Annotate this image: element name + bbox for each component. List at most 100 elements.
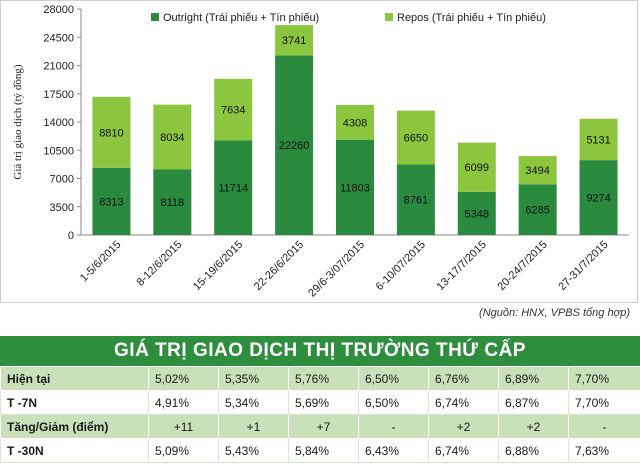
table-row: Tăng/Giảm (điểm) +11 +1 +7- +2 +2- [0,414,640,439]
bar-repos-1 [92,96,131,168]
bar-outright-2 [153,169,192,235]
y-tick-label: 14000 [43,117,74,129]
data-label-repos-4: 3741 [282,35,306,47]
data-label-repos-9: 5131 [586,134,610,146]
table-cell: 6,50% [358,390,429,415]
data-label-repos-5: 4308 [343,117,367,129]
row-label: Tăng/Giảm (điểm) [0,414,149,439]
table-row: T -30N 5,09% 5,43% 5,84% 6,43% 6,74% 6,88% 7,63… [0,438,640,463]
bar-repos-4 [275,25,314,56]
x-tick-label: 6-10/07/2015 [374,239,428,293]
table-row: T -7N 4,91% 5,34% 5,69% 6,50% 6,74% 6,87% 7,70% [0,390,640,415]
table-cell: 7,70% [568,366,640,391]
bar-repos-2 [153,104,192,170]
y-tick-label: 24500 [43,32,74,44]
data-label-repos-1: 8810 [99,127,123,139]
y-tick-label: 10500 [43,145,74,157]
table-cell: 5,02% [148,366,219,391]
table-cell: 5,69% [288,390,359,415]
row-label: T -7N [0,390,149,415]
table-cell: +11 [148,414,219,439]
table-cell: 5,76% [288,366,359,391]
bar-outright-5 [336,139,374,235]
y-tick-label: 7000 [50,174,74,186]
table-cell: 5,09% [148,438,219,463]
table-cell: 5,43% [218,438,289,463]
x-tick-label: 29/6-3/07/2015 [306,239,367,300]
row-label: Hiện tại [0,366,149,391]
legend-label-2: Repos (Trái phiếu + Tín phiếu) [397,12,546,24]
data-label-outright-7: 5348 [465,208,489,220]
x-tick-label: 27-31/7/2015 [556,239,610,293]
table-cell: 6,43% [358,438,429,463]
y-axis-title: Giá trị giao dịch (tỷ đồng) [12,64,24,180]
bar-outright-4 [275,55,314,235]
bar-outright-6 [396,164,435,235]
table-cell: 6,74% [428,390,499,415]
table-cell: 5,34% [218,390,289,415]
legend-swatch-1 [151,13,159,21]
table-cell: 5,35% [218,366,289,391]
table-cell: - [568,414,640,439]
secondary-market-table: GIÁ TRỊ GIAO DỊCH THỊ TRƯỜNG THỨ CẤP Hiệ… [0,336,640,463]
x-tick-label: 1-5/6/2015 [78,239,124,285]
x-tick-label: 22-26/6/2015 [252,239,306,293]
bar-outright-3 [214,140,253,235]
table-cell: 6,76% [428,366,499,391]
data-label-repos-6: 6650 [404,132,428,144]
rates-table: Hiện tại 5,02% 5,35% 5,76% 6,50% 6,76% 6,89% 7,… [0,366,640,463]
bar-repos-3 [214,78,253,141]
data-label-repos-2: 8034 [160,132,184,144]
y-tick-label: 28000 [43,4,74,16]
legend-swatch-2 [385,13,393,21]
bar-outright-1 [92,167,131,235]
table-row: Hiện tại 5,02% 5,35% 5,76% 6,50% 6,76% 6,89% 7,… [0,366,640,391]
stacked-bar-chart: 0 3500 7000 10500 14000 17500 21000 24500 28000 G… [12,4,629,300]
row-label: T -30N [0,438,149,463]
table-title: GIÁ TRỊ GIAO DỊCH THỊ TRƯỜNG THỨ CẤP [0,336,640,366]
data-label-outright-9: 9274 [586,193,610,205]
data-label-outright-4: 22260 [279,140,310,152]
data-label-outright-6: 8761 [404,195,428,207]
data-label-outright-1: 8313 [99,196,123,208]
bar-outright-9 [579,160,618,235]
data-label-outright-5: 11803 [340,182,370,194]
legend-label-1: Outright (Trái phiếu + Tín phiếu) [163,12,319,24]
table-cell: - [358,414,429,439]
chart-frame: 0 3500 7000 10500 14000 17500 21000 24500 28000 G… [0,0,638,303]
table-cell: +1 [218,414,289,439]
table-cell: +2 [428,414,499,439]
table-cell: 6,50% [358,366,429,391]
y-tick-label: 17500 [43,89,74,101]
source-note: (Nguồn: HNX, VPBS tổng hợp) [479,307,630,319]
bar-repos-5 [336,104,374,140]
data-label-outright-8: 6285 [525,205,549,217]
table-cell: 7,63% [568,438,640,463]
y-tick-label: 3500 [50,202,74,214]
data-label-outright-3: 11714 [218,183,248,195]
data-label-repos-8: 3494 [525,165,549,177]
y-tick-label: 21000 [43,61,74,73]
data-label-repos-3: 7634 [221,105,245,117]
table-cell: 6,88% [498,438,569,463]
table-cell: +2 [498,414,569,439]
x-tick-label: 13-17/7/2015 [435,239,489,293]
bar-repos-9 [579,118,618,161]
table-cell: 7,70% [568,390,640,415]
x-tick-label: 15-19/6/2015 [191,239,245,293]
table-cell: 4,91% [148,390,219,415]
bar-repos-8 [518,156,557,185]
bar-repos-6 [396,110,435,165]
data-label-repos-7: 6099 [465,162,489,174]
x-tick-label: 8-12/6/2015 [134,239,184,289]
bar-outright-8 [518,184,557,235]
table-cell: 6,74% [428,438,499,463]
y-tick-label: 0 [68,230,74,242]
bar-outright-7 [457,191,496,235]
x-tick-label: 20-24/7/2015 [495,239,549,293]
bar-repos-7 [457,142,496,192]
table-cell: +7 [288,414,359,439]
table-cell: 5,84% [288,438,359,463]
data-label-outright-2: 8118 [161,197,185,209]
table-cell: 6,87% [498,390,569,415]
